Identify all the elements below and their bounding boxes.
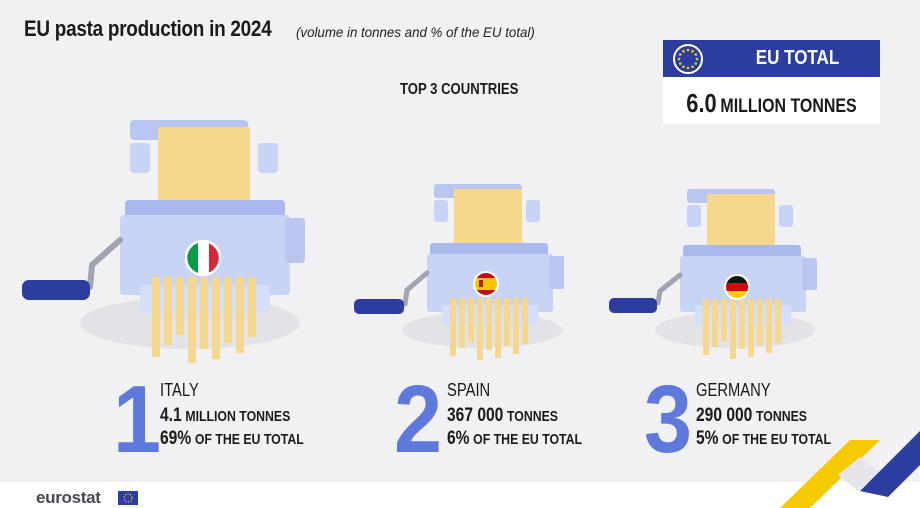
volume-unit: TONNES [506,408,559,425]
volume-value: 4.1 [160,405,182,426]
eurostat-logo-icon [118,491,138,505]
eu-star [695,57,699,61]
pasta-machine-icon [354,184,564,360]
eu-star [678,53,682,56]
eu-star [686,48,690,52]
eu-total-value: 6.0 MILLION TONNES [680,88,862,119]
eu-total-header: EU TOTAL [663,40,880,77]
eu-star [694,62,698,65]
spain-flag [473,271,499,297]
rank-number: 2 [394,366,443,473]
eu-star [694,53,698,56]
pasta-machine-icon [22,120,305,363]
share-unit: OF THE EU TOTAL [473,431,583,448]
rank-number: 3 [644,366,693,473]
share-value: 6% [447,428,470,449]
production-volume: 290 000 TONNES [696,405,807,427]
country-name: SPAIN [447,380,491,400]
country-name: GERMANY [696,380,771,400]
eu-flag-icon [673,44,703,74]
volume-value: 367 000 [447,405,504,426]
page-title: EU pasta production in 2024 [24,16,272,41]
production-volume: 367 000 TONNES [447,405,558,427]
production-volume: 4.1 MILLION TONNES [160,405,290,427]
eu-total-box: EU TOTAL 6.0 MILLION TONNES [663,40,880,124]
crank-handle-icon [22,237,123,300]
crank-handle-icon [354,270,430,314]
eu-total-unit: MILLION TONNES [720,96,857,117]
country-name: ITALY [160,380,199,400]
eu-star [678,62,682,65]
eu-star [686,66,690,70]
eu-star [682,49,685,53]
crank-handle-icon [609,272,683,313]
germany-flag [724,274,750,300]
eu-star [691,49,694,53]
pasta-machine-icon [609,189,817,359]
corner-decoration [780,431,920,508]
eu-share: 5% OF THE EU TOTAL [696,428,831,450]
eu-star [691,65,694,69]
italy-flag [184,239,222,277]
eu-star [682,65,685,69]
volume-unit: MILLION TONNES [185,408,291,425]
eu-share: 69% OF THE EU TOTAL [160,428,304,450]
page-subtitle: (volume in tonnes and % of the EU total) [296,24,535,40]
share-value: 5% [696,428,719,449]
eu-total-number: 6.0 [686,88,717,118]
share-value: 69% [160,428,192,449]
footer-bar [0,482,920,508]
share-unit: OF THE EU TOTAL [722,431,832,448]
eu-total-label: EU TOTAL [755,47,840,69]
section-label: TOP 3 COUNTRIES [400,81,519,98]
eu-star [677,57,681,61]
eu-share: 6% OF THE EU TOTAL [447,428,582,450]
rank-number: 1 [113,366,162,473]
eurostat-logo-text: eurostat [36,488,101,507]
volume-unit: TONNES [755,408,808,425]
volume-value: 290 000 [696,405,753,426]
share-unit: OF THE EU TOTAL [194,431,304,448]
